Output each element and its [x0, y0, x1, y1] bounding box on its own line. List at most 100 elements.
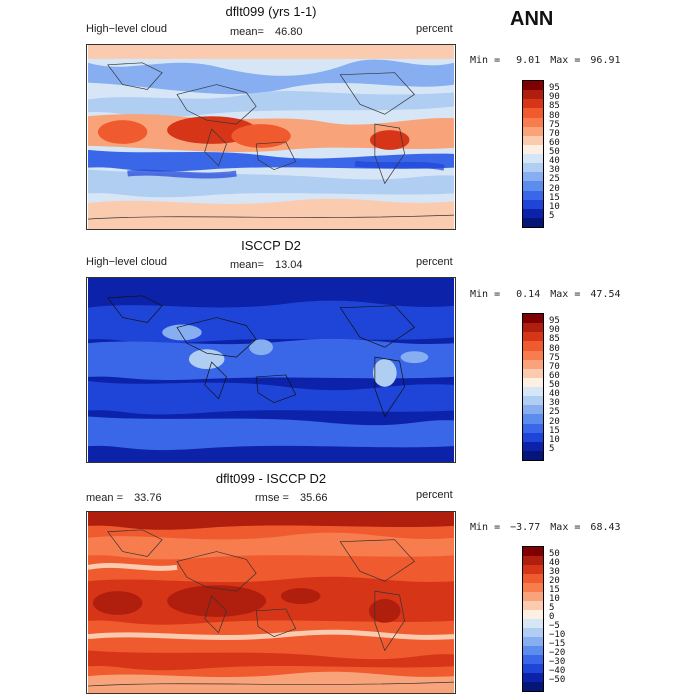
colorbar-tick-label: 10	[549, 434, 560, 445]
colorbar-tick-label: 0	[549, 612, 555, 622]
colorbar-swatch	[523, 81, 543, 91]
panel-3-colorbar-ticks: 50 40 30 20 15 10 5 0 −5 −10 −15 −20 −30 −40 −50	[549, 546, 579, 692]
panel-3-rmse: rmse = 35.66	[255, 492, 328, 504]
colorbar-tick-label: 25	[549, 407, 560, 418]
colorbar-swatch	[523, 377, 543, 387]
panel-3-min-value: −3.77	[510, 522, 541, 533]
colorbar-swatch	[523, 208, 543, 218]
panel-1-colorbar-ticks: 95 90 85 80 75 70 60 50 40 30 25 20 15 10 5	[549, 80, 579, 228]
panel-2-max-value: 47.54	[590, 289, 621, 300]
colorbar-tick-label: 60	[549, 370, 560, 381]
panel-2-mean-label: mean=	[230, 259, 264, 271]
panel-1-max-value: 96.91	[590, 55, 621, 66]
colorbar-swatch	[523, 547, 543, 556]
colorbar-swatch	[523, 323, 543, 333]
colorbar-swatch	[523, 565, 543, 574]
colorbar-tick-label: 60	[549, 137, 560, 148]
panel-3-rmse-label: rmse =	[255, 492, 289, 504]
colorbar-tick-label: 90	[549, 92, 560, 103]
colorbar-swatch	[523, 414, 543, 424]
colorbar-swatch	[523, 144, 543, 154]
colorbar-swatch	[523, 583, 543, 592]
colorbar-swatch	[523, 181, 543, 191]
colorbar-tick-label: 15	[549, 585, 560, 595]
colorbar-tick-label: −30	[549, 657, 566, 667]
colorbar-swatch	[523, 423, 543, 433]
colorbar-tick-label: 25	[549, 174, 560, 185]
colorbar-swatch	[523, 601, 543, 610]
colorbar-tick-label: 10	[549, 201, 560, 212]
colorbar-tick-label: 80	[549, 110, 560, 121]
panel-1-map	[86, 44, 456, 230]
panel-3-unit: percent	[416, 489, 453, 501]
panel-1-min-value: 9.01	[516, 55, 541, 66]
colorbar-swatch	[523, 126, 543, 136]
colorbar-tick-label: 40	[549, 389, 560, 400]
colorbar-tick-label: −50	[549, 675, 566, 685]
colorbar-tick-label: 70	[549, 128, 560, 139]
colorbar-swatch	[523, 610, 543, 619]
colorbar-swatch	[523, 432, 543, 442]
colorbar-swatch	[523, 556, 543, 565]
colorbar-tick-label: 90	[549, 325, 560, 336]
colorbar-tick-label: 40	[549, 156, 560, 167]
panel-3-stats: Min = −3.77 Max = 68.43	[470, 522, 621, 533]
panel-3-title: dflt099 - ISCCP D2	[215, 471, 327, 486]
colorbar-tick-label: −40	[549, 666, 566, 676]
colorbar-tick-label: −10	[549, 630, 566, 640]
panel-1-mean-label: mean=	[230, 26, 264, 38]
colorbar-swatch	[523, 190, 543, 200]
colorbar-swatch	[523, 619, 543, 628]
panel-2-mean: mean= 13.04	[230, 259, 303, 271]
colorbar-swatch	[523, 108, 543, 118]
panel-3-max-value: 68.43	[590, 522, 621, 533]
colorbar-swatch	[523, 574, 543, 583]
colorbar-swatch	[523, 405, 543, 415]
colorbar-swatch	[523, 592, 543, 601]
panel-2-map	[86, 277, 456, 463]
colorbar-swatch	[523, 664, 543, 673]
colorbar-swatch	[523, 628, 543, 637]
colorbar-swatch	[523, 368, 543, 378]
colorbar-tick-label: 85	[549, 101, 560, 112]
colorbar-tick-label: 75	[549, 119, 560, 130]
colorbar-swatch	[523, 350, 543, 360]
colorbar-tick-label: 20	[549, 183, 560, 194]
colorbar-tick-label: 15	[549, 425, 560, 436]
panel-3-mean: mean = 33.76	[86, 492, 162, 504]
colorbar-swatch	[523, 450, 543, 460]
colorbar-tick-label: 20	[549, 576, 560, 586]
colorbar-swatch	[523, 117, 543, 127]
colorbar-tick-label: 5	[549, 603, 555, 613]
colorbar-tick-label: 5	[549, 210, 555, 221]
panel-2-colorbar-ticks: 95 90 85 80 75 70 60 50 40 30 25 20 15 10 5	[549, 313, 579, 461]
colorbar-tick-label: 30	[549, 165, 560, 176]
colorbar-tick-label: 85	[549, 334, 560, 345]
panel-1-variable-label: High−level cloud	[86, 23, 168, 35]
panel-1-mean: mean= 46.80	[230, 26, 303, 38]
colorbar-tick-label: 70	[549, 361, 560, 372]
colorbar-swatch	[523, 199, 543, 209]
colorbar-swatch	[523, 217, 543, 227]
panel-1-stats: Min = 9.01 Max = 96.91	[470, 55, 621, 66]
colorbar-swatch	[523, 341, 543, 351]
colorbar-tick-label: 15	[549, 192, 560, 203]
colorbar-tick-label: 10	[549, 594, 560, 604]
colorbar-tick-label: 20	[549, 416, 560, 427]
panel-1-title: dflt099 (yrs 1-1)	[225, 4, 317, 19]
panel-1-mean-value: 46.80	[275, 26, 303, 38]
panel-2-colorbar	[522, 313, 544, 461]
season-label: ANN	[510, 8, 554, 30]
colorbar-swatch	[523, 655, 543, 664]
colorbar-swatch	[523, 172, 543, 182]
colorbar-tick-label: 95	[549, 316, 560, 327]
panel-3-mean-value: 33.76	[134, 492, 162, 504]
colorbar-swatch	[523, 396, 543, 406]
colorbar-tick-label: 75	[549, 352, 560, 363]
colorbar-tick-label: 30	[549, 398, 560, 409]
panel-3-min-label: Min =	[470, 522, 501, 533]
colorbar-swatch	[523, 163, 543, 173]
colorbar-swatch	[523, 682, 543, 691]
panel-2-stats: Min = 0.14 Max = 47.54	[470, 289, 621, 300]
colorbar-swatch	[523, 359, 543, 369]
